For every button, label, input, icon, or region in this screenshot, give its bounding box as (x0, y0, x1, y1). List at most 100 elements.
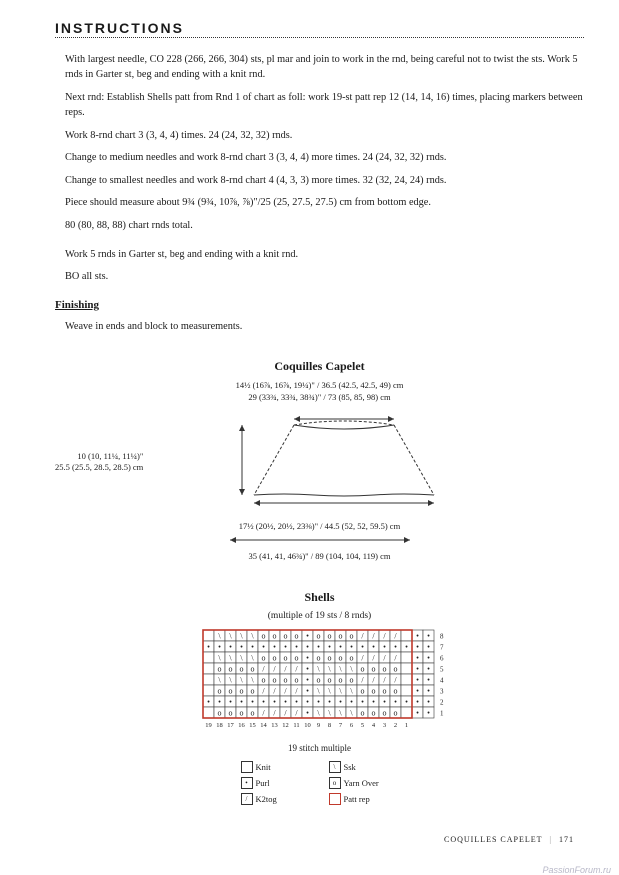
svg-text:o: o (316, 675, 320, 684)
svg-text:•: • (251, 642, 254, 651)
svg-text:8: 8 (327, 722, 330, 729)
svg-text:•: • (317, 697, 320, 706)
svg-text:o: o (360, 664, 364, 673)
capelet-diagram: Coquilles Capelet 14½ (16⅞, 16⅞, 19¼)" /… (55, 359, 584, 562)
svg-text:•: • (295, 697, 298, 706)
svg-text:o: o (272, 653, 276, 662)
svg-text:o: o (349, 631, 353, 640)
instruction-paragraph: Change to medium needles and work 8-rnd … (55, 150, 584, 165)
svg-text:•: • (383, 697, 386, 706)
shells-chart-area: Shells (multiple of 19 sts / 8 rnds) \\\… (55, 590, 584, 805)
svg-text:•: • (416, 686, 419, 695)
legend-symbol (329, 793, 341, 805)
svg-text:•: • (339, 697, 342, 706)
svg-text:•: • (416, 642, 419, 651)
svg-text:o: o (327, 675, 331, 684)
measure-text: 10 (10, 11¼, 11¼)" (77, 451, 143, 461)
svg-text:•: • (229, 642, 232, 651)
svg-text:o: o (338, 631, 342, 640)
svg-text:o: o (316, 653, 320, 662)
svg-text:•: • (306, 675, 309, 684)
svg-text:•: • (328, 697, 331, 706)
svg-text:o: o (261, 675, 265, 684)
svg-text:o: o (294, 653, 298, 662)
svg-text:•: • (427, 697, 430, 706)
legend-item: oYarn Over (329, 777, 399, 789)
svg-text:o: o (217, 664, 221, 673)
svg-text:1: 1 (404, 722, 407, 729)
svg-text:•: • (394, 697, 397, 706)
legend-symbol: / (241, 793, 253, 805)
legend-item: Knit (241, 761, 311, 773)
svg-text:3: 3 (382, 722, 385, 729)
svg-text:•: • (372, 642, 375, 651)
svg-text:•: • (427, 664, 430, 673)
bottom-arrow (210, 534, 430, 546)
svg-text:8: 8 (440, 632, 444, 640)
capelet-bottom-measure2: 35 (41, 41, 46¾)" / 89 (104, 104, 119) c… (55, 551, 584, 562)
svg-text:2: 2 (393, 722, 396, 729)
svg-text:•: • (262, 697, 265, 706)
legend-label: Ssk (344, 762, 356, 772)
svg-text:o: o (261, 653, 265, 662)
legend-label: Purl (256, 778, 270, 788)
svg-text:o: o (239, 708, 243, 717)
measure-text: 35 (41, 41, 46¾)" / 89 (104, 104, 119) c… (249, 551, 391, 561)
svg-text:•: • (218, 642, 221, 651)
svg-text:•: • (394, 642, 397, 651)
svg-text:•: • (284, 642, 287, 651)
svg-text:•: • (240, 642, 243, 651)
svg-text:o: o (393, 664, 397, 673)
svg-text:15: 15 (249, 722, 256, 729)
chart-legend: Knit\Ssk•PurloYarn Over/K2togPatt rep (220, 761, 420, 805)
legend-label: K2tog (256, 794, 277, 804)
footer-page-number: 171 (559, 835, 574, 844)
svg-text:o: o (283, 631, 287, 640)
section-title: INSTRUCTIONS (55, 20, 584, 36)
svg-text:16: 16 (238, 722, 245, 729)
measure-text: 29 (33¾, 33¾, 38¾)" / 73 (85, 85, 98) cm (248, 392, 390, 402)
svg-text:•: • (427, 675, 430, 684)
svg-text:•: • (218, 697, 221, 706)
svg-text:o: o (283, 675, 287, 684)
svg-text:•: • (207, 697, 210, 706)
finishing-heading: Finishing (55, 299, 584, 311)
svg-text:4: 4 (440, 676, 444, 684)
svg-text:•: • (416, 708, 419, 717)
svg-text:17: 17 (227, 722, 234, 729)
svg-text:19: 19 (205, 722, 212, 729)
svg-text:o: o (316, 631, 320, 640)
instruction-paragraph: Work 8-rnd chart 3 (3, 4, 4) times. 24 (… (55, 128, 584, 143)
svg-text:•: • (350, 642, 353, 651)
capelet-bottom-measure: 17½ (20½, 20½, 23⅜)" / 44.5 (52, 52, 59.… (55, 521, 584, 532)
svg-text:12: 12 (282, 722, 289, 729)
svg-text:o: o (360, 708, 364, 717)
svg-text:•: • (306, 631, 309, 640)
svg-text:5: 5 (440, 665, 444, 673)
svg-text:o: o (294, 675, 298, 684)
legend-label: Yarn Over (344, 778, 379, 788)
measure-text: 17½ (20½, 20½, 23⅜)" / 44.5 (52, 52, 59.… (239, 521, 400, 531)
svg-text:o: o (228, 686, 232, 695)
svg-text:•: • (416, 675, 419, 684)
legend-item: Patt rep (329, 793, 399, 805)
legend-label: Knit (256, 762, 271, 772)
svg-text:o: o (382, 664, 386, 673)
svg-text:•: • (207, 642, 210, 651)
svg-text:o: o (371, 708, 375, 717)
legend-label: Patt rep (344, 794, 370, 804)
instruction-paragraph: BO all sts. (55, 269, 584, 284)
svg-text:o: o (239, 664, 243, 673)
svg-text:•: • (427, 642, 430, 651)
svg-text:•: • (306, 708, 309, 717)
svg-text:18: 18 (216, 722, 223, 729)
svg-text:3: 3 (440, 687, 444, 695)
svg-text:•: • (306, 697, 309, 706)
svg-text:o: o (371, 664, 375, 673)
svg-text:o: o (239, 686, 243, 695)
legend-symbol: o (329, 777, 341, 789)
watermark: PassionForum.ru (0, 865, 619, 875)
svg-text:5: 5 (360, 722, 363, 729)
svg-text:•: • (295, 642, 298, 651)
svg-text:•: • (416, 631, 419, 640)
